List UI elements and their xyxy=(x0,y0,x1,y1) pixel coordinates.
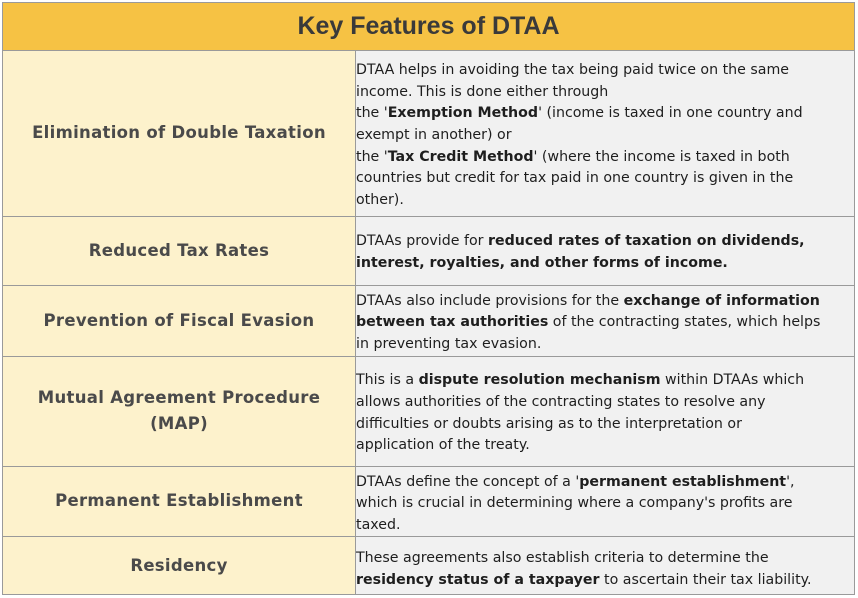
feature-name: Reduced Tax Rates xyxy=(3,215,356,286)
table-row: Prevention of Fiscal Evasion DTAAs also … xyxy=(3,284,854,357)
feature-description: DTAAs also include provisions for the ex… xyxy=(355,284,854,357)
feature-name: Mutual Agreement Procedure (MAP) xyxy=(3,355,356,467)
feature-name: Permanent Establishment xyxy=(3,465,356,538)
table-row: Permanent Establishment DTAAs define the… xyxy=(3,465,854,538)
table-title: Key Features of DTAA xyxy=(3,3,854,51)
feature-name: Prevention of Fiscal Evasion xyxy=(3,284,356,357)
feature-name: Residency xyxy=(3,536,356,596)
feature-description: DTAAs provide for reduced rates of taxat… xyxy=(355,215,854,286)
table-row: Elimination of Double Taxation DTAA help… xyxy=(3,51,854,217)
feature-description: DTAAs define the concept of a 'permanent… xyxy=(355,465,854,538)
table-row: Residency These agreements also establis… xyxy=(3,536,854,596)
feature-description: This is a dispute resolution mechanism w… xyxy=(355,355,854,467)
table-row: Mutual Agreement Procedure (MAP) This is… xyxy=(3,355,854,467)
feature-description: DTAA helps in avoiding the tax being pai… xyxy=(355,51,854,217)
feature-description: These agreements also establish criteria… xyxy=(355,536,854,596)
features-table: Elimination of Double Taxation DTAA help… xyxy=(3,51,854,596)
feature-name: Elimination of Double Taxation xyxy=(3,51,356,217)
table-row: Reduced Tax Rates DTAAs provide for redu… xyxy=(3,215,854,286)
